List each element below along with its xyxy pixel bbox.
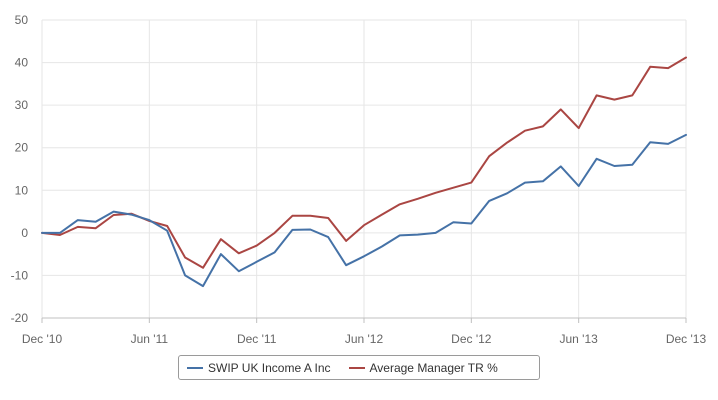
y-tick-label: 50 bbox=[15, 13, 29, 27]
y-tick-label: 0 bbox=[21, 226, 28, 240]
y-tick-label: -20 bbox=[11, 311, 29, 325]
x-tick-label: Dec '10 bbox=[22, 332, 63, 346]
x-tick-label: Jun '13 bbox=[560, 332, 599, 346]
grid bbox=[41, 19, 687, 319]
legend-label-average-manager: Average Manager TR % bbox=[369, 360, 498, 375]
legend-item-swip-uk-income[interactable]: SWIP UK Income A Inc bbox=[187, 361, 331, 375]
x-tick-label: Dec '12 bbox=[451, 332, 492, 346]
series-line-0 bbox=[41, 133, 687, 288]
y-tick-label: 10 bbox=[15, 183, 29, 197]
x-tick-label: Dec '11 bbox=[237, 332, 277, 346]
legend-label-swip-uk-income: SWIP UK Income A Inc bbox=[208, 360, 331, 375]
x-tick-label: Jun '11 bbox=[131, 332, 169, 346]
y-tick-label: -10 bbox=[11, 268, 29, 282]
legend-swatch-swip-uk-income bbox=[187, 366, 203, 369]
legend: SWIP UK Income A Inc Average Manager TR … bbox=[178, 355, 540, 380]
y-tick-label: 30 bbox=[15, 98, 29, 112]
x-tick-label: Dec '13 bbox=[666, 332, 707, 346]
y-tick-label: 40 bbox=[15, 56, 29, 70]
legend-swatch-average-manager bbox=[348, 366, 365, 369]
line-chart: 50 40 30 20 10 0 -10 -20 Dec '10 Jun '11 Dec '11 Ju… bbox=[11, 13, 707, 346]
y-tick-label: 20 bbox=[15, 141, 29, 155]
x-tick-label: Jun '12 bbox=[345, 332, 384, 346]
series bbox=[41, 56, 687, 288]
axes: 50 40 30 20 10 0 -10 -20 Dec '10 Jun '11 Dec '11 Ju… bbox=[11, 13, 707, 346]
legend-item-average-manager[interactable]: Average Manager TR % bbox=[348, 360, 498, 375]
